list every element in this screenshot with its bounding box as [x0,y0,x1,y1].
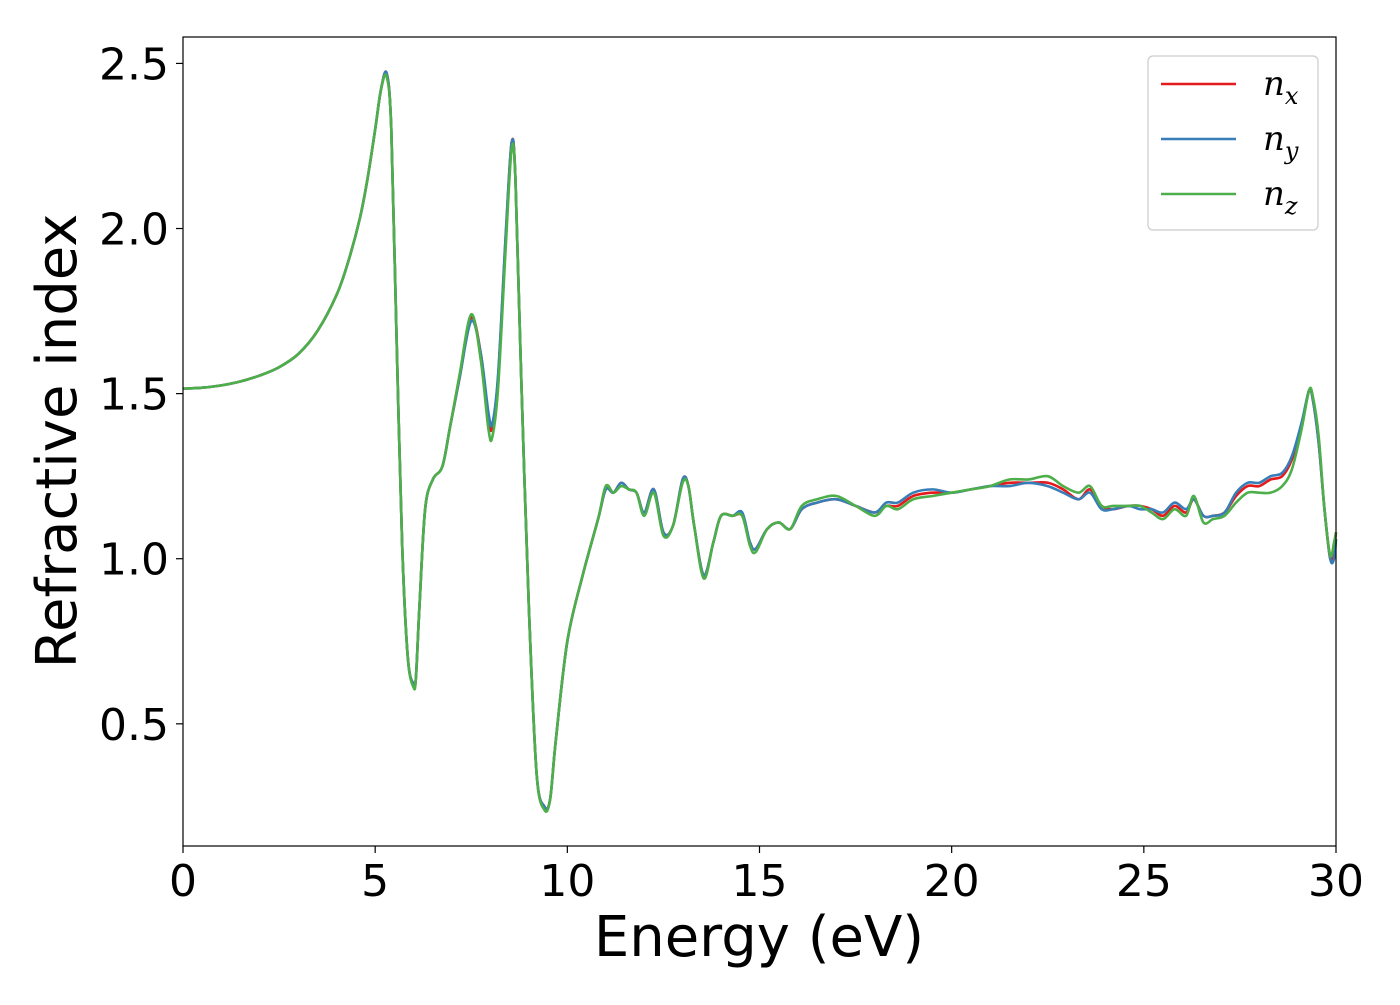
x-axis-title: Energy (eV) [594,905,924,970]
y-tick-label: 1.0 [99,535,169,586]
series-line-nz [182,73,1338,813]
y-axis: 0.5 1.0 1.5 2.0 2.5 [99,39,183,751]
x-tick-label: 10 [539,856,595,907]
x-axis: 0 5 10 15 20 25 30 [169,846,1364,907]
x-tick-label: 15 [732,856,788,907]
x-tick-label: 5 [361,856,389,907]
x-tick-label: 0 [169,856,197,907]
x-tick-label: 25 [1116,856,1172,907]
y-axis-title: Refractive index [25,214,90,669]
series-layer [182,70,1338,813]
y-tick-label: 1.5 [99,370,169,421]
x-tick-label: 30 [1308,856,1364,907]
legend-box [1147,55,1319,231]
y-tick-label: 0.5 [99,700,169,751]
legend-label-nz: nz [1263,174,1298,220]
y-tick-label: 2.0 [99,205,169,256]
y-tick-label: 2.5 [99,39,169,90]
legend-label-ny: ny [1263,119,1299,165]
legend-label-nx: nx [1263,64,1299,110]
legend: nx ny nz [1147,55,1319,231]
x-tick-label: 20 [924,856,980,907]
